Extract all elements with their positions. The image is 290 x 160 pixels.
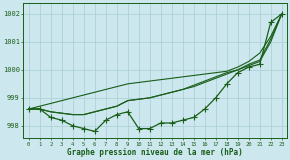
X-axis label: Graphe pression niveau de la mer (hPa): Graphe pression niveau de la mer (hPa) xyxy=(67,148,243,157)
